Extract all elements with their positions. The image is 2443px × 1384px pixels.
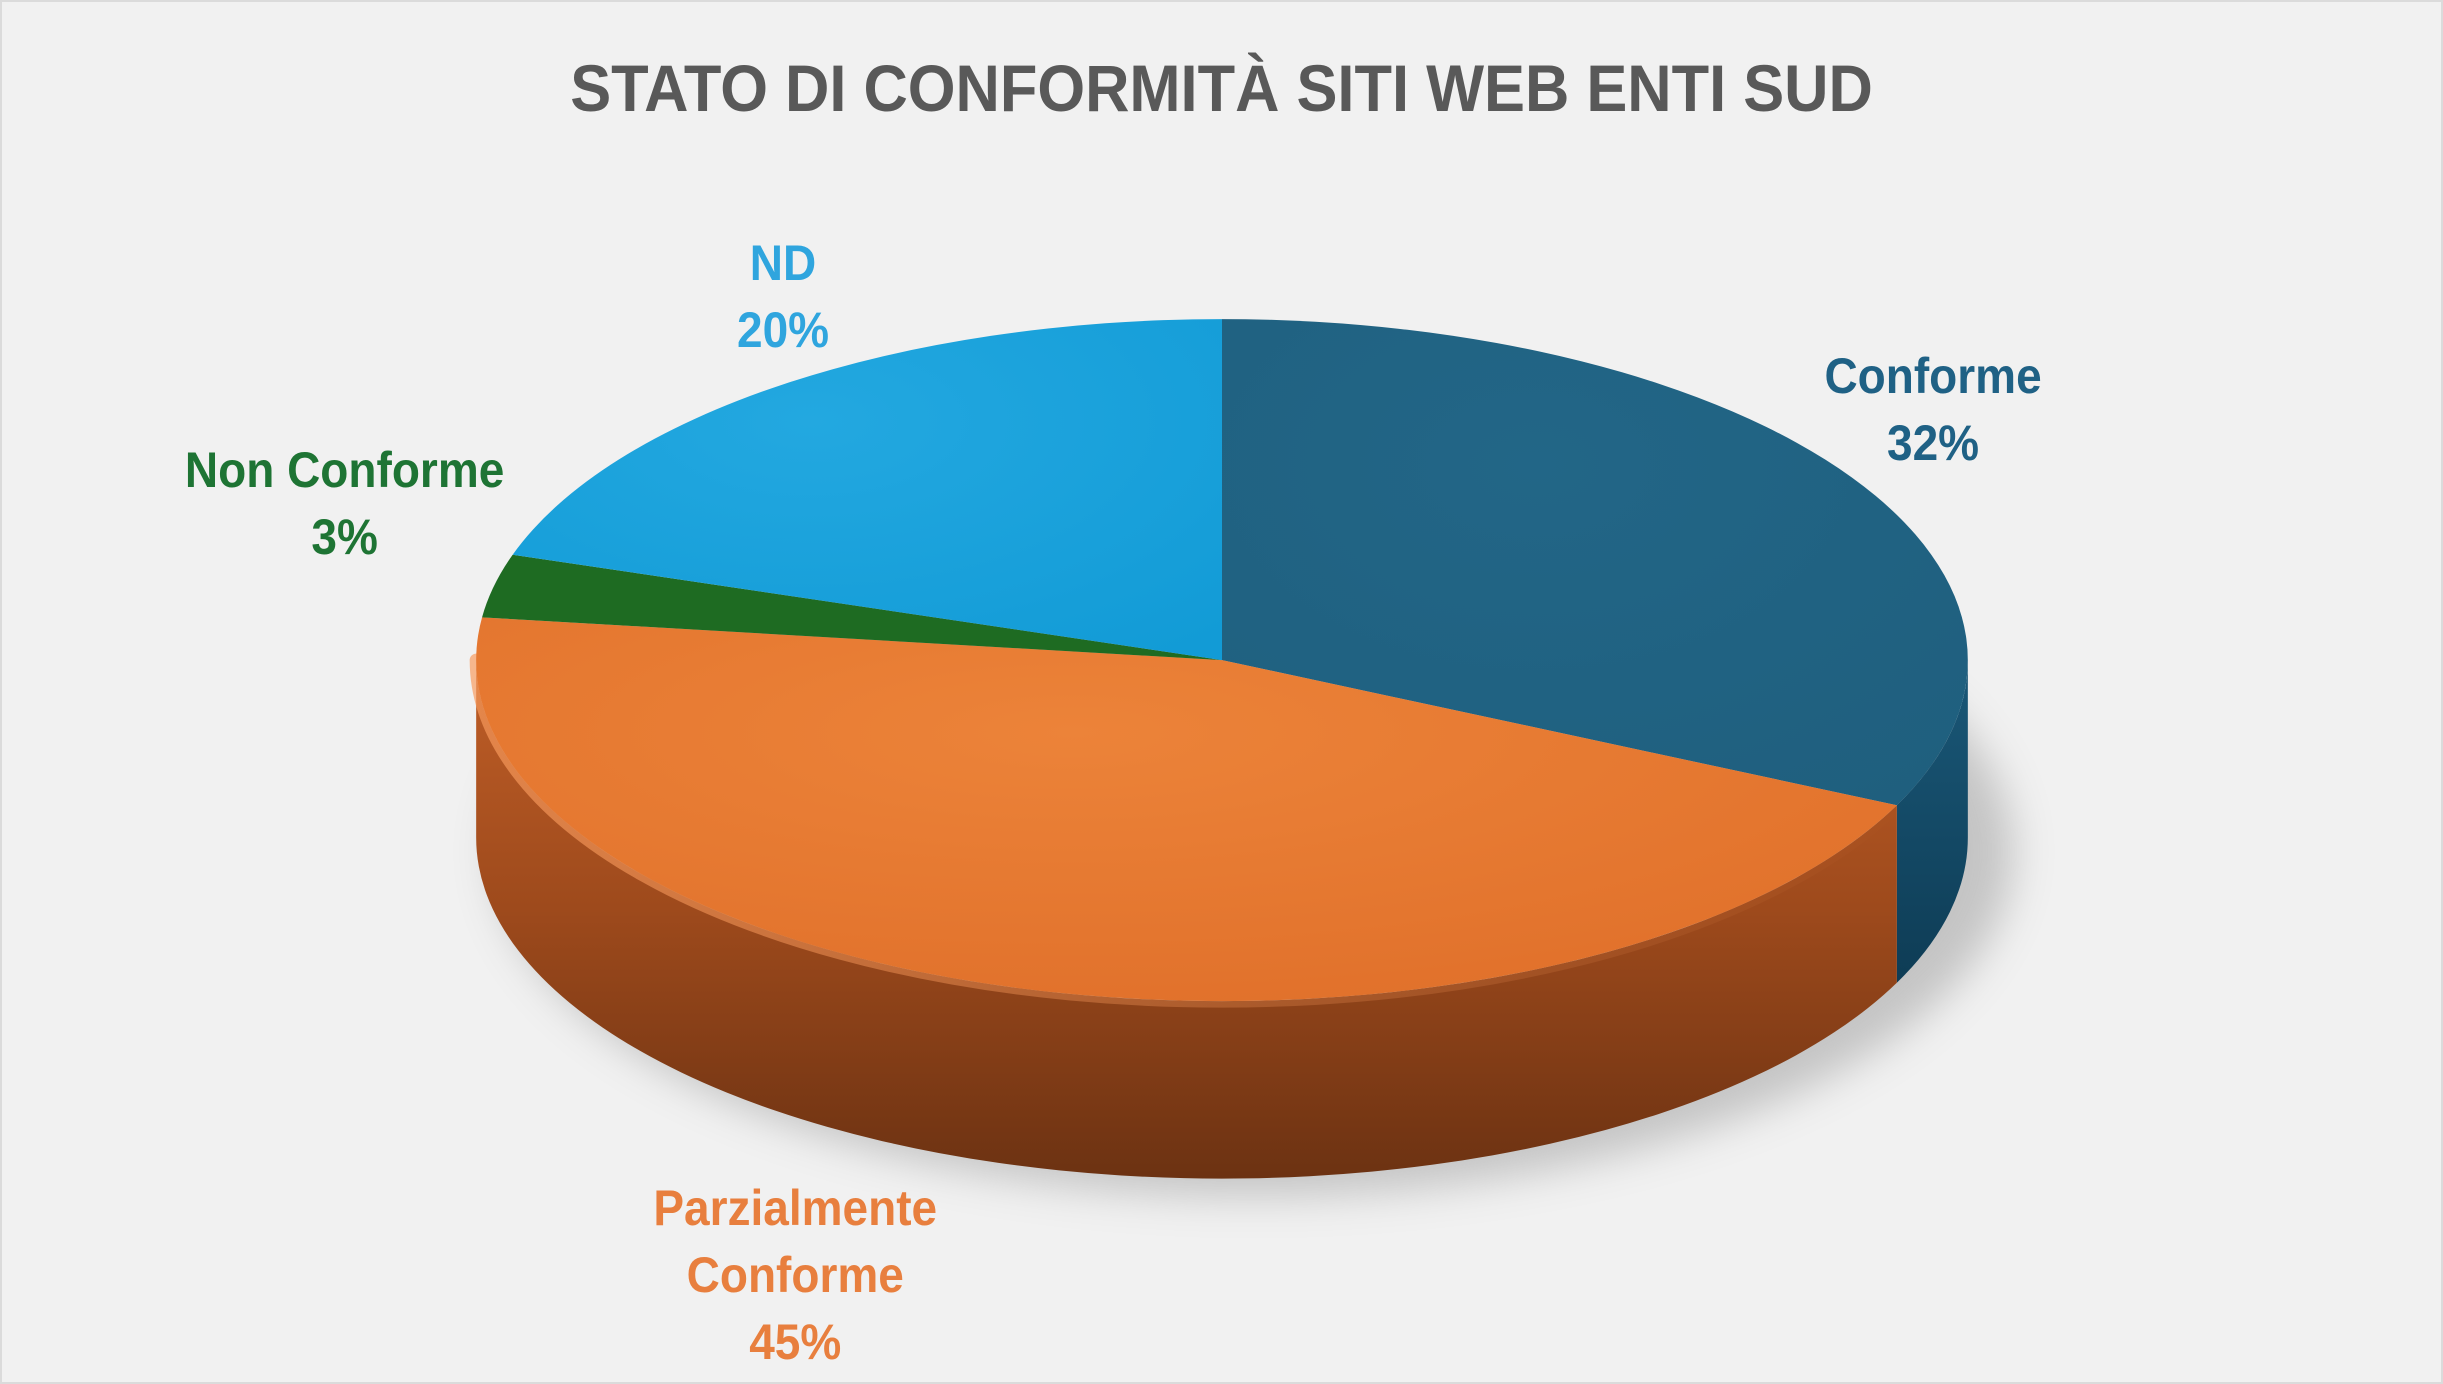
slice-label-line: 32% [1886,415,1980,471]
pie-slice-conforme-side [1896,660,1968,983]
slice-label-line: Parzialmente [653,1180,937,1236]
slice-label-text: ND 20% [737,230,829,364]
pie-slice-nd[interactable] [512,319,1222,661]
slice-label-text: Conforme 32% [1824,343,2041,477]
chart-title: STATO DI CONFORMITÀ SITI WEB ENTI SUD [570,51,1873,125]
pie-slice-conforme[interactable] [1221,319,1968,806]
slice-label-line: Conforme [686,1247,904,1303]
slice-label-line: 45% [748,1314,842,1370]
slice-label-line: Non Conforme [185,442,505,498]
pie-slice-non-conforme[interactable] [482,554,1222,661]
pie-slice-parzialmente-conforme[interactable] [476,617,1897,1002]
slice-label-line: 20% [736,302,830,358]
slice-label-line: Conforme [1824,348,2042,404]
slice-label-text: Non Conforme 3% [185,437,504,571]
slice-label-line: ND [749,235,817,291]
slice-label-line: 3% [311,509,379,565]
slice-label-text: Parzialmente Conforme 45% [653,1175,937,1376]
pie-slice-parzialmente-conforme-side [476,660,1897,1179]
